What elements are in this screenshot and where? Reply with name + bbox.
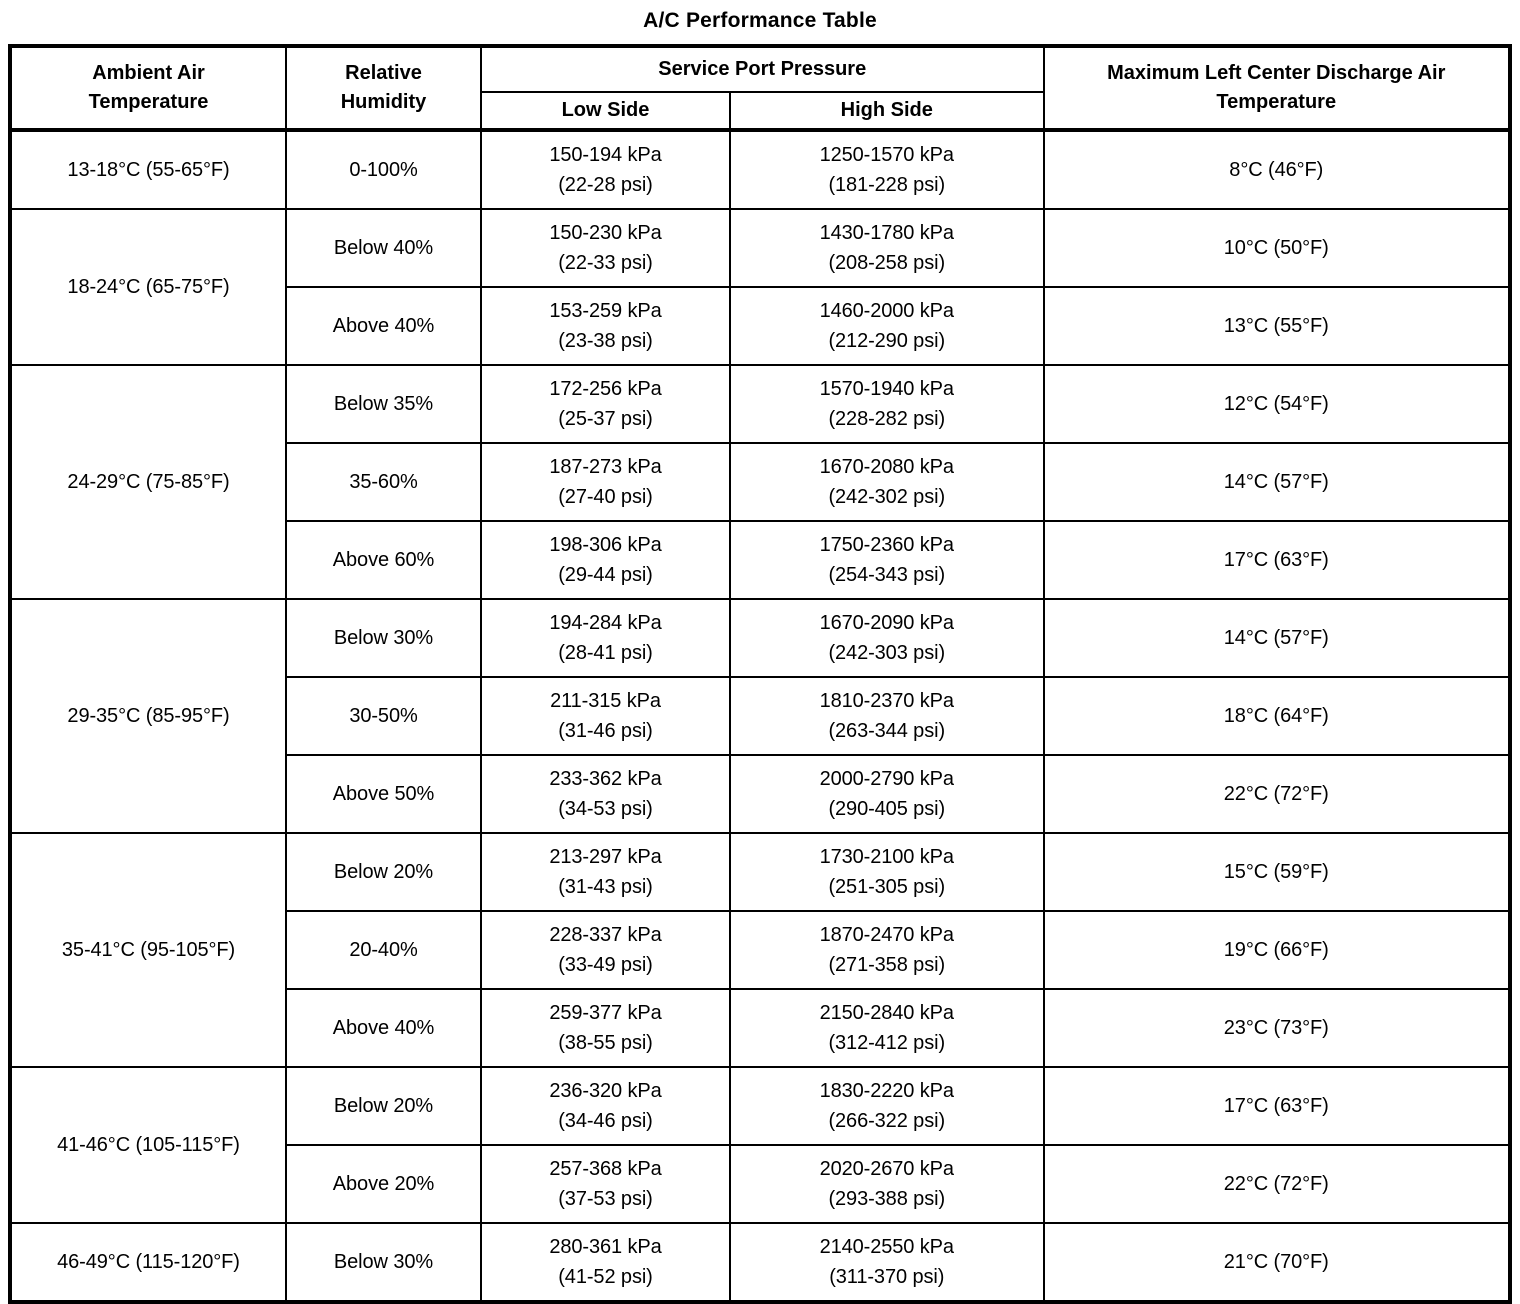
low-side-cell: 172-256 kPa (25-37 psi) [480, 364, 731, 444]
table-row: Above 50% 233-362 kPa (34-53 psi) 2000-2… [10, 754, 1511, 834]
low-side-cell: 228-337 kPa (33-49 psi) [480, 910, 731, 990]
ac-performance-table: Ambient Air Temperature Relative Humidit… [8, 44, 1512, 1304]
high-side-cell: 2020-2670 kPa (293-388 psi) [729, 1144, 1045, 1224]
table-row: 41-46°C (105-115°F) Below 20% 236-320 kP… [9, 1066, 1511, 1224]
discharge-temp-cell: 19°C (66°F) [1042, 910, 1511, 990]
ambient-cell: 41-46°C (105-115°F) [9, 1066, 287, 1224]
discharge-temp-cell: 18°C (64°F) [1042, 676, 1511, 756]
table-row: Above 40% 153-259 kPa (23-38 psi) 1460-2… [10, 286, 1511, 366]
low-side-cell: 213-297 kPa (31-43 psi) [480, 832, 731, 912]
discharge-temp-cell: 10°C (50°F) [1042, 208, 1511, 288]
high-side-cell: 1250-1570 kPa (181-228 psi) [729, 129, 1045, 210]
ambient-cell: 29-35°C (85-95°F) [9, 598, 287, 834]
low-side-cell: 280-361 kPa (41-52 psi) [480, 1222, 731, 1303]
table-row: 30-50% 211-315 kPa (31-46 psi) 1810-2370… [10, 676, 1511, 756]
humidity-cell: Below 30% [285, 1222, 482, 1303]
discharge-temp-cell: 21°C (70°F) [1042, 1222, 1511, 1303]
humidity-cell: 0-100% [285, 129, 482, 210]
high-side-cell: 1570-1940 kPa (228-282 psi) [729, 364, 1045, 444]
high-side-cell: 1810-2370 kPa (263-344 psi) [729, 676, 1045, 756]
col-header-relative-humidity: Relative Humidity [285, 45, 482, 131]
high-side-cell: 1460-2000 kPa (212-290 psi) [729, 286, 1045, 366]
low-side-cell: 198-306 kPa (29-44 psi) [480, 520, 731, 600]
table-row: Above 60% 198-306 kPa (29-44 psi) 1750-2… [10, 520, 1511, 600]
col-header-max-discharge-air-temperature: Maximum Left Center Discharge Air Temper… [1042, 45, 1511, 131]
high-side-cell: 1730-2100 kPa (251-305 psi) [729, 832, 1045, 912]
table-row: Above 20% 257-368 kPa (37-53 psi) 2020-2… [10, 1144, 1511, 1224]
humidity-cell: Above 50% [285, 754, 482, 834]
low-side-cell: 150-230 kPa (22-33 psi) [480, 208, 731, 288]
table-row: 46-49°C (115-120°F) Below 30% 280-361 kP… [9, 1222, 1511, 1303]
humidity-cell: Below 35% [285, 364, 482, 444]
humidity-cell: Below 20% [285, 1066, 482, 1146]
humidity-cell: 35-60% [285, 442, 482, 522]
discharge-temp-cell: 17°C (63°F) [1042, 520, 1511, 600]
table-header: Ambient Air Temperature Relative Humidit… [9, 45, 1511, 131]
ambient-cell: 35-41°C (95-105°F) [9, 832, 287, 1068]
discharge-temp-cell: 22°C (72°F) [1042, 754, 1511, 834]
ambient-cell: 46-49°C (115-120°F) [9, 1222, 287, 1303]
humidity-cell: Below 40% [285, 208, 482, 288]
col-header-high-side: High Side [729, 91, 1045, 131]
low-side-cell: 236-320 kPa (34-46 psi) [480, 1066, 731, 1146]
low-side-cell: 153-259 kPa (23-38 psi) [480, 286, 731, 366]
discharge-temp-cell: 8°C (46°F) [1042, 129, 1511, 210]
discharge-temp-cell: 22°C (72°F) [1042, 1144, 1511, 1224]
table-row: 35-41°C (95-105°F) Below 20% 213-297 kPa… [9, 832, 1511, 1068]
table-row: 18-24°C (65-75°F) Below 40% 150-230 kPa … [9, 208, 1511, 366]
col-header-service-port-pressure: Service Port Pressure [480, 45, 1045, 93]
ambient-cell: 24-29°C (75-85°F) [9, 364, 287, 600]
discharge-temp-cell: 14°C (57°F) [1042, 598, 1511, 678]
high-side-cell: 1430-1780 kPa (208-258 psi) [729, 208, 1045, 288]
humidity-cell: Above 40% [285, 988, 482, 1068]
table-row: 13-18°C (55-65°F) 0-100% 150-194 kPa (22… [9, 129, 1511, 210]
humidity-cell: 30-50% [285, 676, 482, 756]
table-row: Above 40% 259-377 kPa (38-55 psi) 2150-2… [10, 988, 1511, 1068]
humidity-cell: Below 30% [285, 598, 482, 678]
discharge-temp-cell: 23°C (73°F) [1042, 988, 1511, 1068]
humidity-cell: 20-40% [285, 910, 482, 990]
ambient-cell: 18-24°C (65-75°F) [9, 208, 287, 366]
discharge-temp-cell: 14°C (57°F) [1042, 442, 1511, 522]
humidity-cell: Above 60% [285, 520, 482, 600]
high-side-cell: 1870-2470 kPa (271-358 psi) [729, 910, 1045, 990]
low-side-cell: 150-194 kPa (22-28 psi) [480, 129, 731, 210]
table-row: 24-29°C (75-85°F) Below 35% 172-256 kPa … [9, 364, 1511, 600]
discharge-temp-cell: 12°C (54°F) [1042, 364, 1511, 444]
humidity-cell: Below 20% [285, 832, 482, 912]
col-header-ambient-air-temperature: Ambient Air Temperature [9, 45, 287, 131]
high-side-cell: 1750-2360 kPa (254-343 psi) [729, 520, 1045, 600]
high-side-cell: 1830-2220 kPa (266-322 psi) [729, 1066, 1045, 1146]
discharge-temp-cell: 15°C (59°F) [1042, 832, 1511, 912]
low-side-cell: 233-362 kPa (34-53 psi) [480, 754, 731, 834]
high-side-cell: 2000-2790 kPa (290-405 psi) [729, 754, 1045, 834]
col-header-low-side: Low Side [480, 91, 731, 131]
humidity-cell: Above 40% [285, 286, 482, 366]
table-row: 29-35°C (85-95°F) Below 30% 194-284 kPa … [9, 598, 1511, 834]
table-row: 35-60% 187-273 kPa (27-40 psi) 1670-2080… [10, 442, 1511, 522]
discharge-temp-cell: 17°C (63°F) [1042, 1066, 1511, 1146]
discharge-temp-cell: 13°C (55°F) [1042, 286, 1511, 366]
low-side-cell: 257-368 kPa (37-53 psi) [480, 1144, 731, 1224]
low-side-cell: 259-377 kPa (38-55 psi) [480, 988, 731, 1068]
ambient-cell: 13-18°C (55-65°F) [9, 129, 287, 210]
low-side-cell: 211-315 kPa (31-46 psi) [480, 676, 731, 756]
page-title: A/C Performance Table [643, 9, 877, 32]
high-side-cell: 1670-2090 kPa (242-303 psi) [729, 598, 1045, 678]
high-side-cell: 1670-2080 kPa (242-302 psi) [729, 442, 1045, 522]
table-row: 20-40% 228-337 kPa (33-49 psi) 1870-2470… [10, 910, 1511, 990]
table-body: 13-18°C (55-65°F) 0-100% 150-194 kPa (22… [9, 129, 1511, 1303]
low-side-cell: 194-284 kPa (28-41 psi) [480, 598, 731, 678]
humidity-cell: Above 20% [285, 1144, 482, 1224]
low-side-cell: 187-273 kPa (27-40 psi) [480, 442, 731, 522]
high-side-cell: 2140-2550 kPa (311-370 psi) [729, 1222, 1045, 1303]
high-side-cell: 2150-2840 kPa (312-412 psi) [729, 988, 1045, 1068]
